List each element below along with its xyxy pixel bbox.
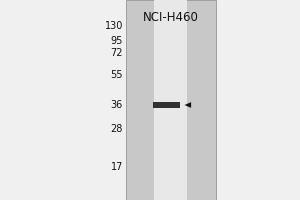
Bar (153, 102, 180, 108)
Text: 72: 72 (110, 48, 123, 58)
Bar (154, 0, 188, 200)
Text: 17: 17 (111, 162, 123, 172)
Text: NCI-H460: NCI-H460 (143, 11, 199, 24)
Text: 36: 36 (111, 100, 123, 110)
Text: 130: 130 (105, 21, 123, 31)
Bar (126, 0, 216, 200)
Text: 95: 95 (111, 36, 123, 46)
Text: 28: 28 (111, 124, 123, 134)
Text: 55: 55 (110, 70, 123, 80)
Polygon shape (184, 102, 191, 108)
